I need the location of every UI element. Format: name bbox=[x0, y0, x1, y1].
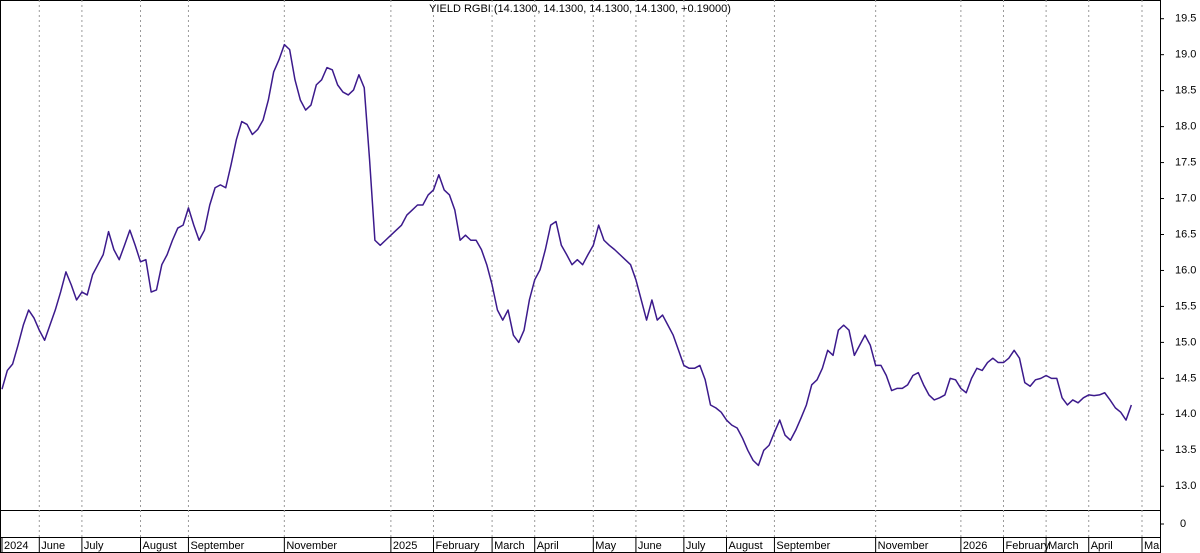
x-tick-label: March bbox=[1048, 540, 1079, 552]
y-tick-label: 15.5 bbox=[1175, 300, 1196, 312]
y-tick-label: 18.5 bbox=[1175, 85, 1196, 97]
y-tick-label: 14.5 bbox=[1175, 372, 1196, 384]
y-tick-label: 17.5 bbox=[1175, 156, 1196, 168]
x-tick-label: April bbox=[537, 540, 559, 552]
x-tick-label: July bbox=[686, 540, 706, 552]
plot-frame bbox=[0, 0, 1161, 553]
x-tick-label: February bbox=[435, 540, 480, 552]
x-tick-label: June bbox=[41, 540, 65, 552]
y-tick-label: 16.0 bbox=[1175, 264, 1196, 276]
y-tick-label: 15.0 bbox=[1175, 336, 1196, 348]
yield-line bbox=[1, 43, 1133, 467]
x-tick-label: June bbox=[638, 540, 662, 552]
x-tick-label: 2026 bbox=[963, 540, 987, 552]
x-tick-label: March bbox=[494, 540, 525, 552]
x-tick-label: April bbox=[1091, 540, 1113, 552]
x-tick-label: 2025 bbox=[393, 540, 417, 552]
x-tick-label: November bbox=[286, 540, 337, 552]
x-tick-label: September bbox=[190, 540, 244, 552]
x-tick-label: August bbox=[143, 540, 177, 552]
y-tick-label: 13.5 bbox=[1175, 444, 1196, 456]
chart-title: YIELD RGBI (14.1300, 14.1300, 14.1300, 1… bbox=[429, 3, 731, 15]
x-tick-label: Ma bbox=[1144, 540, 1160, 552]
y-tick-label: 17.0 bbox=[1175, 192, 1196, 204]
x-tick-label: 2024 bbox=[4, 540, 28, 552]
y-tick-label: 16.5 bbox=[1175, 228, 1196, 240]
x-tick-label: September bbox=[776, 540, 830, 552]
x-tick-label: May bbox=[595, 540, 616, 552]
y-tick-label: 14.0 bbox=[1175, 408, 1196, 420]
y-tick-label: 0 bbox=[1180, 518, 1186, 530]
y-tick-label: 13.0 bbox=[1175, 480, 1196, 492]
x-tick-label: July bbox=[84, 540, 104, 552]
x-tick-label: August bbox=[728, 540, 762, 552]
x-tick-label: February bbox=[1005, 540, 1050, 552]
y-tick-label: 19.5 bbox=[1175, 13, 1196, 25]
y-tick-label: 19.0 bbox=[1175, 49, 1196, 61]
x-tick-label: November bbox=[878, 540, 929, 552]
y-tick-label: 18.0 bbox=[1175, 121, 1196, 133]
